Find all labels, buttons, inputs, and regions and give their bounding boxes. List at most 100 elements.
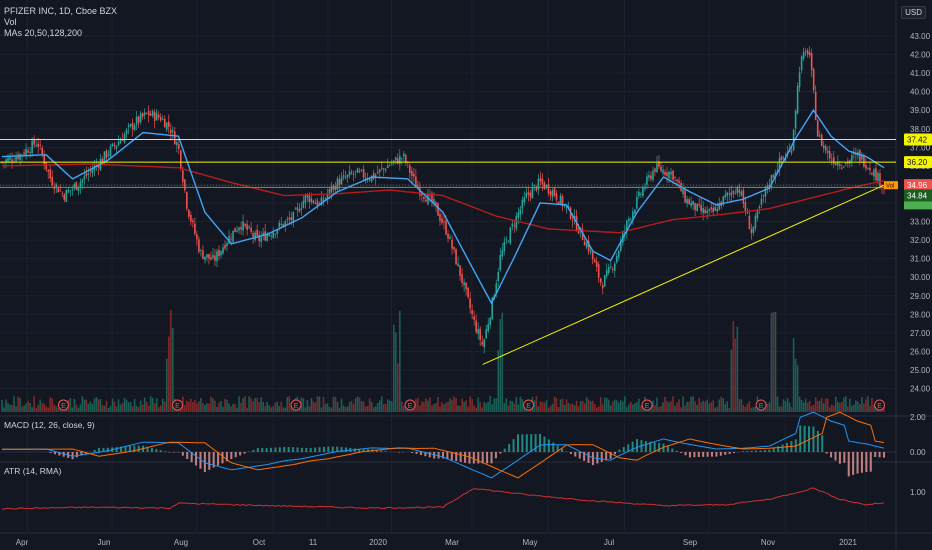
volume-bar: [599, 397, 602, 412]
candle-body: [624, 230, 626, 234]
candle-body: [706, 210, 708, 213]
macd-histogram-bar: [296, 447, 299, 452]
candle-body: [425, 199, 427, 202]
volume-bar: [471, 399, 473, 412]
candle-body: [688, 199, 690, 205]
macd-histogram-bar: [561, 448, 564, 452]
volume-bar: [485, 403, 487, 412]
candle-body: [863, 155, 865, 167]
candle-body: [479, 328, 481, 341]
candle-body: [17, 154, 19, 160]
earnings-marker: [755, 399, 767, 411]
macd-histogram-bar: [512, 439, 515, 452]
candles[interactable]: [1, 46, 885, 354]
macd-histogram-bar: [649, 441, 652, 452]
volume-bar: [192, 402, 194, 412]
price-axis-area[interactable]: [896, 0, 932, 550]
macd-histogram-bar: [336, 446, 339, 452]
candle-body: [716, 208, 719, 212]
price-tick-label: 41.00: [910, 69, 931, 78]
candle-body: [871, 172, 873, 175]
volume-bar: [403, 405, 405, 412]
candle-body: [415, 176, 417, 188]
candle-body: [443, 221, 445, 223]
candle-body: [246, 224, 248, 230]
candle-body: [449, 236, 451, 239]
candle-body: [324, 198, 327, 199]
volume-bar: [99, 399, 102, 412]
candle-body: [256, 229, 258, 236]
volume-bar: [79, 404, 82, 412]
candle-body: [718, 203, 721, 210]
candle-body: [372, 172, 375, 179]
macd-histogram-bar: [53, 452, 56, 455]
macd-histogram-bar: [746, 451, 749, 452]
candle-body: [184, 179, 186, 191]
volume-bar: [752, 407, 755, 412]
candle-body: [302, 200, 305, 208]
volume-bar: [694, 401, 696, 412]
volume-bar: [200, 398, 202, 412]
candle-body: [292, 212, 295, 223]
macd-histogram-bar: [300, 447, 303, 452]
volume-bar: [186, 400, 188, 412]
candle-body: [644, 187, 646, 189]
volume-bar: [214, 400, 216, 412]
candle-body: [354, 170, 357, 172]
volume-bar: [266, 401, 269, 412]
volume-bar: [306, 400, 309, 412]
candle-body: [722, 196, 725, 205]
macd-histogram-bar: [883, 452, 885, 458]
volume-bar: [81, 396, 84, 412]
volume-bar: [537, 406, 540, 412]
candle-body: [806, 50, 809, 55]
volume-bar: [726, 401, 729, 412]
currency-label[interactable]: USD: [901, 6, 926, 19]
candle-body: [390, 163, 393, 165]
volume-legend[interactable]: Vol: [4, 17, 17, 27]
candle-body: [59, 190, 62, 192]
macd-histogram-bar: [688, 452, 691, 458]
horizontal-levels[interactable]: [0, 139, 896, 365]
candle-body: [155, 113, 158, 121]
macd-histogram-bar: [785, 442, 788, 452]
volume-bar: [722, 398, 725, 412]
volume-bar: [252, 400, 254, 412]
volume-bar: [812, 404, 815, 412]
ma-legend[interactable]: MAs 20,50,128,200: [4, 28, 83, 38]
candle-body: [190, 214, 192, 222]
earnings-marker: [172, 399, 184, 411]
volume-bar: [368, 398, 371, 412]
candle-body: [686, 199, 688, 204]
candle-body: [208, 253, 210, 259]
candle-body: [266, 234, 269, 241]
volume-bar: [11, 404, 13, 412]
candle-body: [109, 146, 112, 157]
macd-histogram-bar: [653, 442, 656, 452]
volume-bar: [622, 401, 624, 412]
candle-body: [784, 157, 787, 161]
macd-histogram-bar: [724, 452, 727, 455]
candle-body: [728, 193, 731, 195]
macd-histogram-bar: [212, 452, 215, 468]
volume-bar: [133, 398, 136, 412]
volume-bar: [579, 401, 582, 412]
volume-bar: [165, 358, 168, 412]
candle-body: [826, 150, 829, 154]
candle-body: [173, 131, 176, 145]
volume-bar: [350, 400, 353, 412]
macd-histogram-bar: [133, 445, 136, 452]
candle-body: [356, 168, 359, 173]
time-tick-label: Mar: [445, 538, 459, 547]
volume-bar: [234, 403, 236, 412]
volume-bar: [340, 398, 343, 412]
symbol-title[interactable]: PFIZER INC, 1D, Cboe BZX: [4, 6, 118, 16]
candle-body: [296, 207, 299, 210]
candle-body: [571, 219, 574, 221]
candle-body: [75, 182, 78, 190]
candle-body: [650, 175, 652, 179]
volume-bar: [270, 407, 273, 412]
volume-bar: [780, 406, 783, 412]
